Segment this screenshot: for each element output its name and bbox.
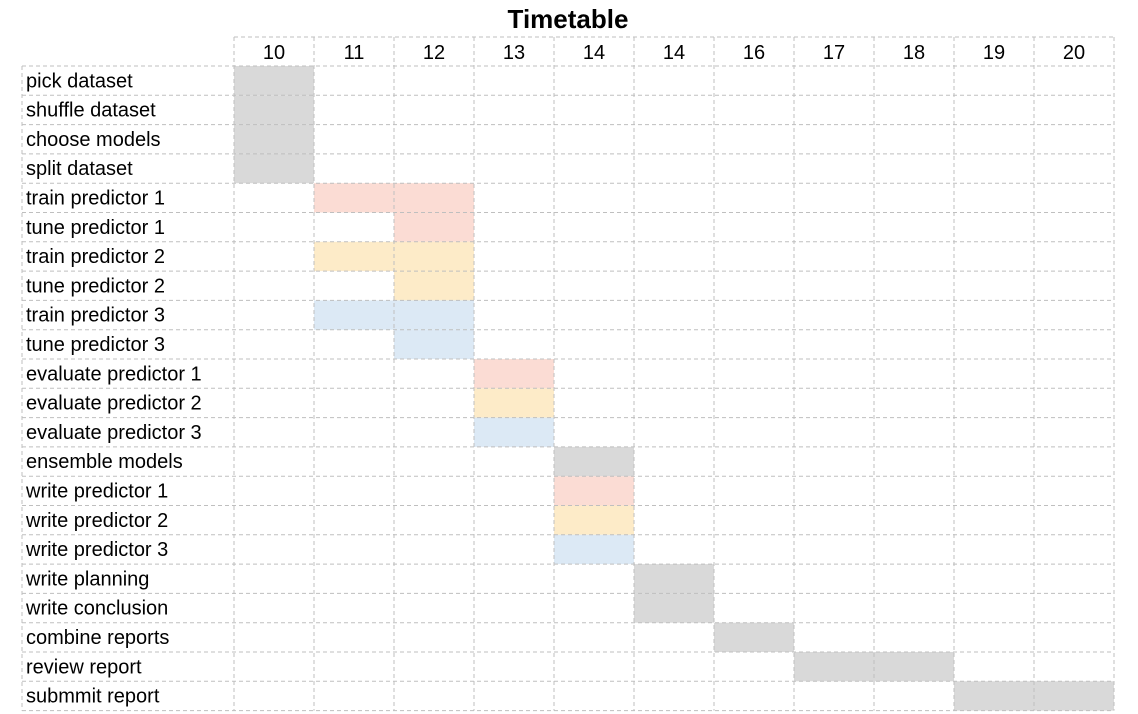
- task-label: tune predictor 2: [26, 275, 165, 297]
- task-cell-gray: [874, 652, 954, 682]
- column-headers: 10 11 12 13 14 14 16 17 18 19 20: [263, 42, 1085, 64]
- task-cell-red: [474, 359, 554, 389]
- task-cell-yellow: [554, 505, 634, 535]
- task-cell-blue: [394, 300, 474, 330]
- task-label: tune predictor 1: [26, 217, 165, 239]
- task-cell-gray: [234, 153, 314, 184]
- task-label: evaluate predictor 2: [26, 393, 202, 415]
- task-cell-red: [394, 212, 474, 242]
- task-label: review report: [26, 656, 142, 678]
- column-header: 18: [903, 42, 925, 64]
- task-label: train predictor 2: [26, 246, 165, 268]
- task-label: split dataset: [26, 158, 133, 180]
- task-cell-gray: [634, 564, 714, 594]
- task-label: pick dataset: [26, 70, 133, 92]
- column-header: 11: [344, 42, 365, 64]
- task-cell-gray: [714, 622, 794, 652]
- task-cell-red: [314, 183, 394, 213]
- task-cell-gray: [954, 681, 1034, 711]
- grid-lines: [21, 36, 1115, 712]
- task-cell-gray: [554, 446, 634, 477]
- task-cell-gray: [1034, 681, 1114, 711]
- task-label: choose models: [26, 129, 161, 151]
- task-label: write predictor 1: [25, 481, 168, 503]
- task-cell-blue: [394, 329, 474, 359]
- task-cell-red: [554, 476, 634, 506]
- task-cell-gray: [794, 652, 874, 682]
- column-header: 10: [263, 42, 285, 64]
- column-header: 19: [983, 42, 1005, 64]
- column-header: 14: [583, 42, 605, 64]
- task-cell-gray: [634, 593, 714, 623]
- column-header: 12: [423, 42, 445, 64]
- task-cell-gray: [234, 95, 314, 125]
- column-header: 16: [743, 42, 765, 64]
- task-cell-yellow: [474, 388, 554, 418]
- task-cell-gray: [234, 66, 314, 96]
- task-cell-yellow: [314, 241, 394, 272]
- task-label: evaluate predictor 3: [26, 422, 202, 444]
- column-header: 17: [823, 42, 845, 64]
- chart-title: Timetable: [508, 4, 629, 34]
- task-cell-blue: [314, 300, 394, 330]
- task-cell-yellow: [394, 241, 474, 272]
- task-label: submmit report: [26, 686, 160, 708]
- task-label: combine reports: [26, 627, 169, 649]
- task-label: evaluate predictor 1: [26, 363, 202, 385]
- task-label: ensemble models: [26, 451, 183, 473]
- task-label: train predictor 1: [26, 188, 165, 210]
- task-cell-blue: [554, 534, 634, 565]
- task-label: train predictor 3: [26, 305, 165, 327]
- column-header: 20: [1063, 42, 1085, 64]
- task-cell-gray: [234, 124, 314, 154]
- task-label: write conclusion: [25, 598, 168, 620]
- task-label: shuffle dataset: [26, 100, 156, 122]
- task-label: write predictor 3: [25, 539, 168, 561]
- task-cell-blue: [474, 417, 554, 447]
- task-cell-yellow: [394, 271, 474, 301]
- column-header: 14: [663, 42, 685, 64]
- task-label: write planning: [25, 568, 149, 590]
- task-cell-red: [394, 183, 474, 213]
- task-fills: [234, 66, 1114, 711]
- task-label: tune predictor 3: [26, 334, 165, 356]
- task-labels: pick dataset shuffle dataset choose models…: [25, 70, 202, 707]
- task-label: write predictor 2: [25, 510, 168, 532]
- column-header: 13: [503, 42, 525, 64]
